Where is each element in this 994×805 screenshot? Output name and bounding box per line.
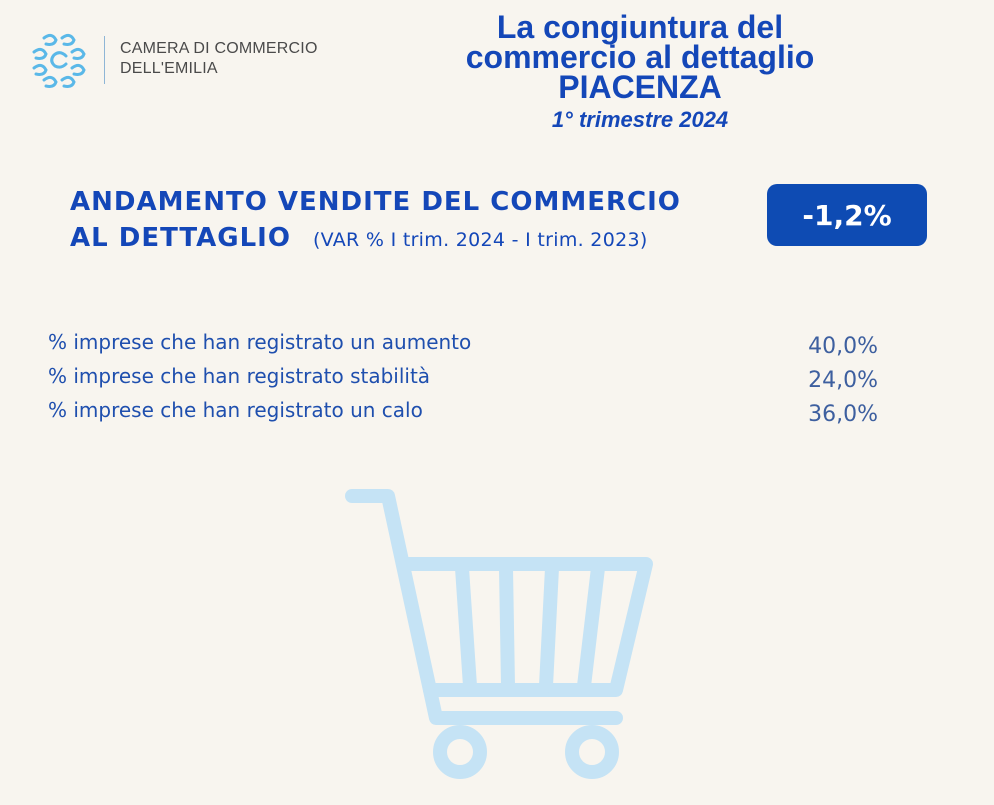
section-note: (VAR % I trim. 2024 - I trim. 2023) [312, 229, 648, 251]
section-title-line-2-row: AL DETTAGLIO (VAR % I trim. 2024 - I trim… [70, 220, 681, 258]
logo-text: CAMERA DI COMMERCIO DELL'EMILIA [120, 39, 318, 79]
logo-line-1: CAMERA DI COMMERCIO [120, 40, 318, 57]
page-title: La congiuntura del commercio al dettagli… [400, 9, 880, 134]
logo-line-2: DELL'EMILIA [120, 60, 218, 77]
stat-value: 36,0% [808, 402, 878, 427]
stats-list: % imprese che han registrato un aumento … [48, 330, 888, 432]
stat-label: % imprese che han registrato stabilità [48, 364, 431, 388]
stat-label: % imprese che han registrato un calo [48, 398, 423, 422]
stat-row-increase: % imprese che han registrato un aumento … [48, 330, 888, 364]
section-title-line-2: AL DETTAGLIO [70, 223, 291, 253]
shopping-cart-icon [345, 489, 653, 779]
stat-row-decrease: % imprese che han registrato un calo 36,… [48, 398, 888, 432]
section-title-line-1: ANDAMENTO VENDITE DEL COMMERCIO [70, 187, 681, 217]
title-line-3: PIACENZA [558, 69, 722, 105]
logo-divider [104, 36, 105, 84]
title-line-2: commercio al dettaglio [465, 39, 815, 75]
logo: CAMERA DI COMMERCIO DELL'EMILIA [28, 30, 368, 90]
camera-commercio-logo-icon [32, 33, 86, 88]
variation-badge: -1,2% [767, 184, 927, 246]
section-heading: ANDAMENTO VENDITE DEL COMMERCIO AL DETTA… [70, 184, 681, 258]
title-subtitle: 1° trimestre 2024 [551, 107, 729, 132]
stat-value: 40,0% [808, 334, 878, 359]
stat-row-stable: % imprese che han registrato stabilità 2… [48, 364, 888, 398]
stat-value: 24,0% [808, 368, 878, 393]
stat-label: % imprese che han registrato un aumento [48, 330, 472, 354]
title-line-1: La congiuntura del [496, 9, 784, 45]
